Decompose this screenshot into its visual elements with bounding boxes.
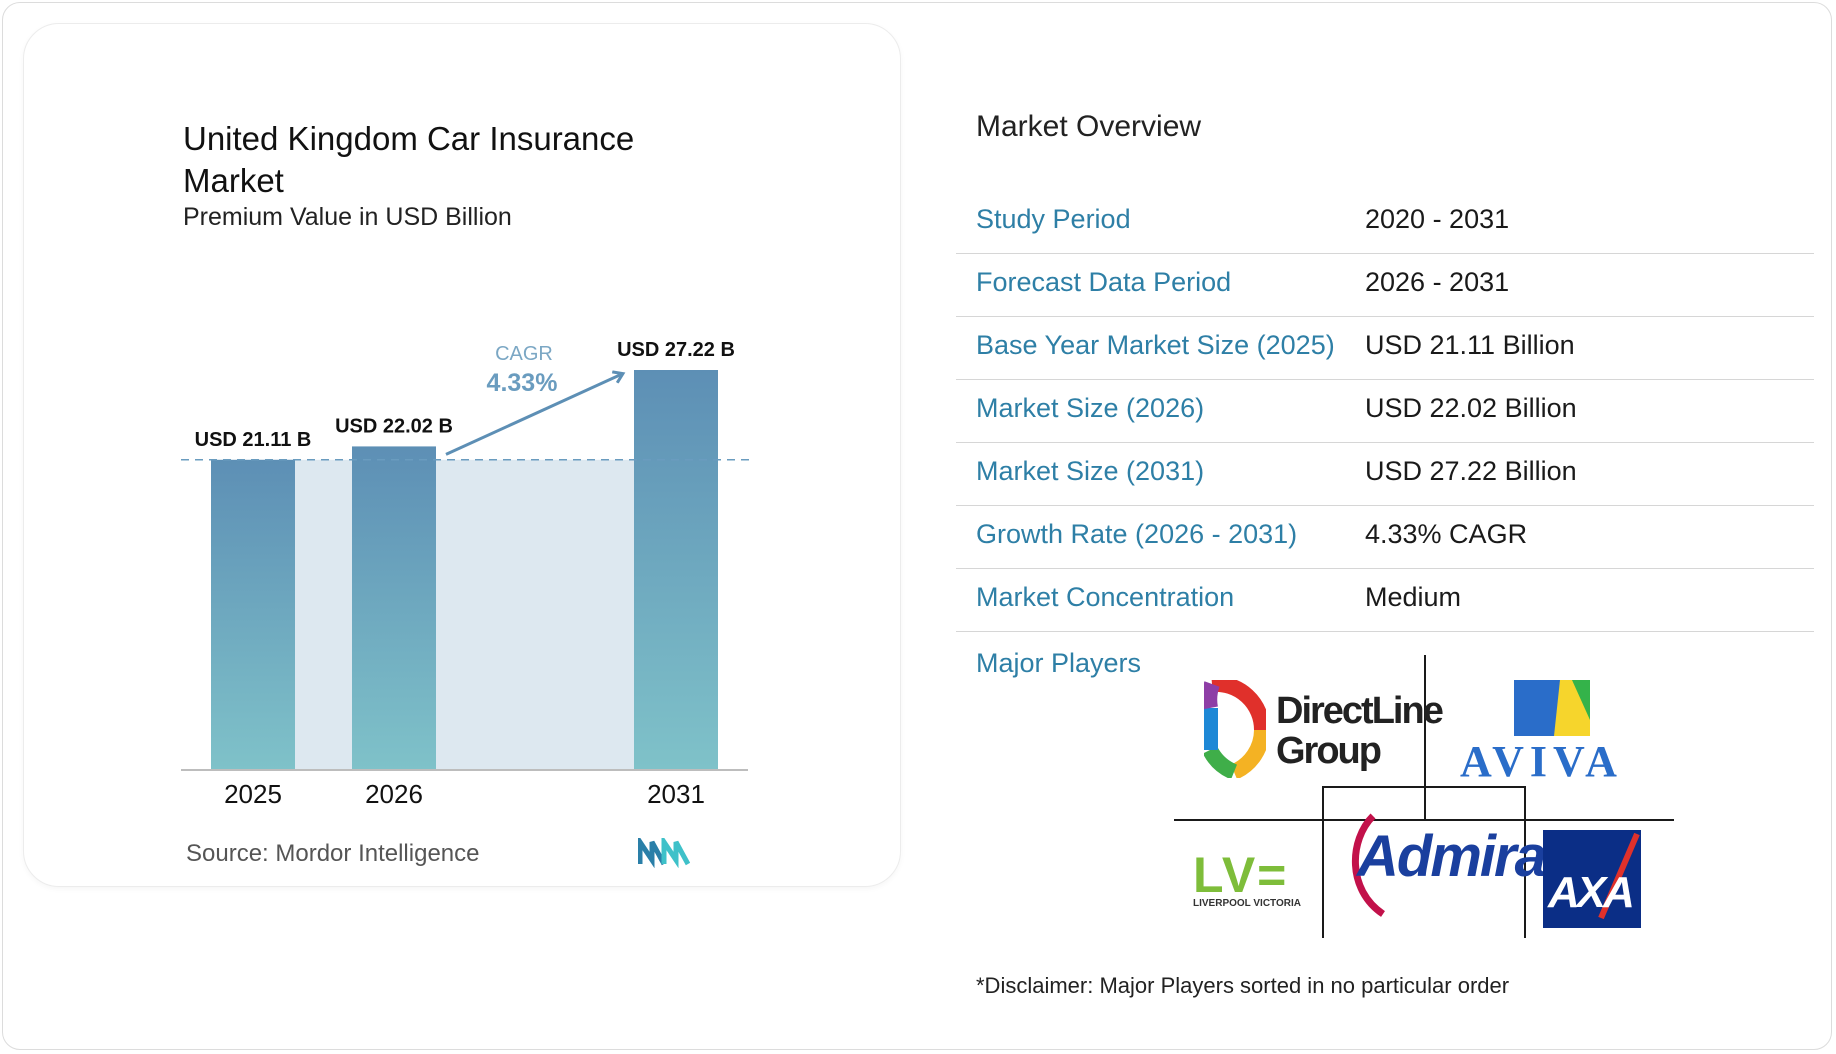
overview-value: 2020 - 2031 bbox=[1365, 204, 1510, 234]
directline-wordmark-2: Group bbox=[1276, 730, 1382, 772]
overview-value: USD 27.22 Billion bbox=[1365, 456, 1577, 486]
directline-logo: DirectLine Group bbox=[1276, 690, 1444, 772]
overview-title: Market Overview bbox=[976, 110, 1202, 143]
axa-logo: AXA bbox=[1548, 868, 1635, 917]
x-tick-label-2031: 2031 bbox=[647, 779, 705, 809]
data-label-2031: USD 27.22 B bbox=[617, 339, 735, 361]
bar-2025 bbox=[211, 459, 295, 770]
aviva-logo-icon bbox=[1514, 680, 1590, 736]
admiral-swoosh-icon bbox=[1352, 813, 1386, 917]
grid-divider bbox=[1424, 655, 1426, 820]
bar-2026 bbox=[352, 446, 436, 770]
overview-label: Forecast Data Period bbox=[976, 267, 1232, 297]
overview-value: Medium bbox=[1365, 582, 1462, 612]
bar-chart: USD 21.11 B 2025 USD 22.02 B 2026 USD 27.22 … bbox=[181, 339, 752, 809]
chart-source: Source: Mordor Intelligence bbox=[186, 840, 480, 867]
lv-subtitle: LIVERPOOL VICTORIA bbox=[1193, 898, 1301, 909]
overview-row: Forecast Data Period 2026 - 2031 bbox=[956, 254, 1814, 317]
chart-title: United Kingdom Car Insurance Market bbox=[183, 120, 635, 199]
major-players-label: Major Players bbox=[976, 648, 1142, 678]
overview-label: Market Size (2031) bbox=[976, 456, 1205, 486]
overview-row: Market Size (2031) USD 27.22 Billion bbox=[956, 443, 1814, 506]
overview-value: USD 21.11 Billion bbox=[1365, 330, 1575, 360]
overview-value: 2026 - 2031 bbox=[1365, 267, 1510, 297]
lv-logo: LV= bbox=[1193, 847, 1289, 903]
overview-label: Market Size (2026) bbox=[976, 393, 1205, 423]
directline-wordmark: DirectLine bbox=[1276, 690, 1444, 732]
grid-divider bbox=[1524, 786, 1526, 938]
overview-row: Base Year Market Size (2025) USD 21.11 B… bbox=[956, 317, 1814, 380]
overview-row: Market Size (2026) USD 22.02 Billion bbox=[956, 380, 1814, 443]
data-label-2026: USD 22.02 B bbox=[335, 415, 453, 437]
axa-logo-box bbox=[1543, 830, 1641, 928]
directline-logo-icon bbox=[1204, 680, 1266, 778]
grid-divider bbox=[1174, 819, 1674, 821]
disclaimer: *Disclaimer: Major Players sorted in no … bbox=[976, 973, 1510, 998]
x-tick-label-2025: 2025 bbox=[224, 779, 282, 809]
overview-label: Market Concentration bbox=[976, 582, 1235, 612]
bar-2031 bbox=[634, 370, 718, 770]
overview-row: Market Concentration Medium bbox=[956, 569, 1814, 632]
data-label-2025: USD 21.11 B bbox=[195, 429, 312, 451]
overview-value: USD 22.02 Billion bbox=[1365, 393, 1577, 423]
aviva-logo: AVIVA bbox=[1460, 737, 1623, 786]
overview-value: 4.33% CAGR bbox=[1365, 519, 1528, 549]
overview-table: Study Period 2020 - 2031 Forecast Data P… bbox=[956, 191, 1814, 632]
overview-label: Growth Rate (2026 - 2031) bbox=[976, 519, 1298, 549]
overview-label: Base Year Market Size (2025) bbox=[976, 330, 1335, 360]
cagr-label: CAGR bbox=[495, 343, 553, 365]
grid-divider bbox=[1322, 786, 1525, 788]
axa-slash-icon bbox=[1598, 832, 1640, 920]
cagr-shaded-region bbox=[253, 459, 676, 770]
admiral-logo: Admiral bbox=[1357, 824, 1561, 889]
overview-row: Growth Rate (2026 - 2031) 4.33% CAGR bbox=[956, 506, 1814, 569]
overview-label: Study Period bbox=[976, 204, 1131, 234]
cagr-value: 4.33% bbox=[487, 369, 558, 397]
mordor-intelligence-logo-icon bbox=[638, 838, 690, 868]
x-tick-label-2026: 2026 bbox=[365, 779, 423, 809]
chart-subtitle: Premium Value in USD Billion bbox=[183, 203, 512, 231]
grid-divider bbox=[1322, 786, 1324, 938]
cagr-arrow bbox=[445, 374, 622, 456]
overview-row: Study Period 2020 - 2031 bbox=[956, 191, 1814, 254]
